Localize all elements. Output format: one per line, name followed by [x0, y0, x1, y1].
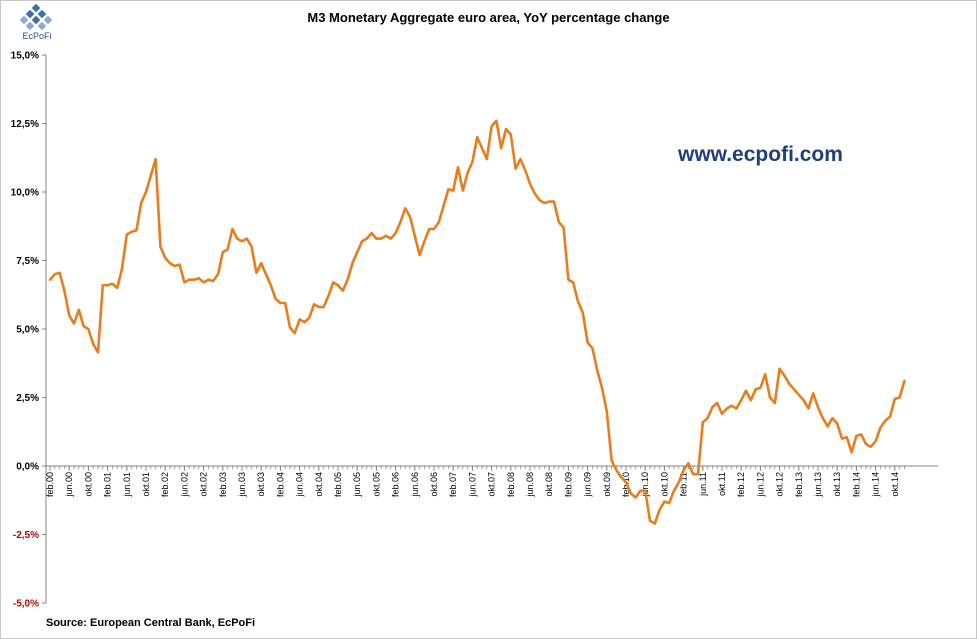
logo-text: EcPoFi — [22, 31, 52, 41]
x-tick-label: feb.02 — [160, 472, 170, 497]
y-tick-label: 10,0% — [11, 188, 39, 199]
x-tick-label: jun.03 — [237, 472, 247, 498]
y-tick-label: 15,0% — [11, 51, 39, 62]
x-tick-label: jun.08 — [525, 472, 535, 498]
x-tick-label: feb.12 — [736, 472, 746, 497]
x-tick-label: feb.14 — [851, 472, 861, 497]
x-tick-label: okt.00 — [83, 472, 93, 497]
ecpofi-logo-icon — [19, 3, 53, 31]
x-tick-label: okt.05 — [371, 472, 381, 497]
x-tick-label: jun.14 — [871, 472, 881, 498]
x-tick-label: okt.09 — [602, 472, 612, 497]
y-tick-label: 7,5% — [16, 256, 39, 267]
x-tick-label: feb.11 — [679, 472, 689, 496]
x-tick-label: feb.06 — [391, 472, 401, 497]
x-tick-label: jun.12 — [755, 472, 765, 498]
x-tick-label: feb.13 — [794, 472, 804, 497]
x-tick-label: feb.04 — [275, 472, 285, 497]
x-tick-label: jun.02 — [179, 472, 189, 498]
x-tick-label: okt.02 — [199, 472, 209, 497]
watermark-url: www.ecpofi.com — [678, 143, 843, 166]
x-tick-label: okt.03 — [256, 472, 266, 497]
x-tick-label: jun.11 — [698, 472, 708, 497]
y-tick-label: -2,5% — [13, 530, 39, 541]
x-tick-label: okt.04 — [314, 472, 324, 497]
x-tick-label: jun.00 — [64, 472, 74, 498]
x-tick-label: jun.13 — [813, 472, 823, 498]
x-tick-label: okt.12 — [775, 472, 785, 497]
x-tick-label: okt.13 — [832, 472, 842, 497]
x-tick-label: jun.06 — [410, 472, 420, 498]
chart-title: M3 Monetary Aggregate euro area, YoY per… — [307, 10, 670, 25]
x-axis: feb.00 jun.00 okt.00 feb.01 jun.01 okt.01 feb.… — [45, 465, 938, 498]
x-tick-label: jun.01 — [122, 472, 132, 498]
x-tick-label: jun.07 — [467, 472, 477, 498]
y-axis: 15,0% 12,5% 10,0% 7,5% 5,0% 2,5% 0,0% -2,5% -5,0… — [11, 51, 47, 610]
source-note: Source: European Central Bank, EcPoFi — [46, 617, 256, 629]
x-tick-label: jun.05 — [352, 472, 362, 498]
x-tick-label: okt.10 — [659, 472, 669, 497]
y-tick-label: 0,0% — [16, 462, 39, 473]
x-tick-label: feb.09 — [563, 472, 573, 497]
y-tick-label: 12,5% — [11, 119, 39, 130]
x-tick-label: okt.14 — [890, 472, 900, 497]
series-line-m3 — [48, 119, 906, 525]
x-tick-label: feb.03 — [218, 472, 228, 497]
x-tick-label: feb.07 — [448, 472, 458, 497]
y-tick-label: 5,0% — [16, 325, 39, 336]
x-tick-label: okt.11 — [717, 472, 727, 496]
x-tick-label: jun.09 — [583, 472, 593, 498]
x-tick-label: feb.01 — [103, 472, 113, 497]
x-tick-label: jun.10 — [640, 472, 650, 498]
y-tick-label: 2,5% — [16, 393, 39, 404]
x-tick-label: jun.04 — [295, 472, 305, 498]
x-tick-label: feb.08 — [506, 472, 516, 497]
y-tick-label: -5,0% — [13, 599, 39, 610]
x-tick-label: feb.05 — [333, 472, 343, 497]
x-tick-label: feb.00 — [45, 472, 55, 497]
series-group — [48, 119, 906, 525]
x-tick-label: okt.08 — [544, 472, 554, 497]
x-tick-label: okt.06 — [429, 472, 439, 497]
x-tick-label: okt.07 — [487, 472, 497, 497]
x-tick-label: okt.01 — [141, 472, 151, 497]
